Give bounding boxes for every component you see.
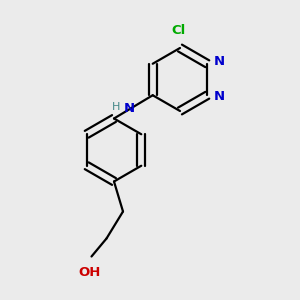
Text: Cl: Cl — [171, 24, 186, 37]
Text: N: N — [214, 90, 225, 103]
Text: H: H — [112, 101, 120, 112]
Text: OH: OH — [79, 266, 101, 279]
Text: N: N — [214, 55, 225, 68]
Text: N: N — [124, 101, 135, 115]
